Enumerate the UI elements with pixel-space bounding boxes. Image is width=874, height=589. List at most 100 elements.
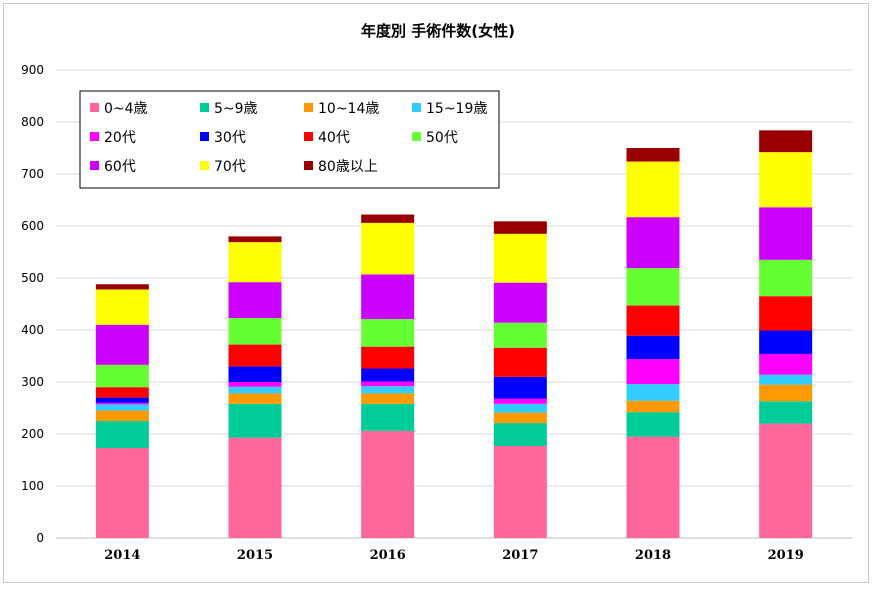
bar-segment (626, 305, 680, 336)
bar-segment (95, 402, 149, 405)
bar-segment (493, 282, 547, 323)
bar-segment (759, 353, 813, 375)
legend-label: 0~4歳 (104, 101, 148, 117)
bar-segment (759, 330, 813, 354)
bar-segment (95, 387, 149, 398)
bar-segment (493, 233, 547, 283)
bar-segment (759, 401, 813, 424)
bar-segment (228, 282, 282, 319)
y-tick-label: 900 (21, 63, 44, 77)
bar-segment (361, 346, 415, 369)
bar-segment (759, 207, 813, 260)
bar-segment (228, 242, 282, 283)
bar-segment (759, 423, 813, 538)
bar-segment (228, 344, 282, 367)
bar-segment (626, 217, 680, 269)
bar-segment (361, 274, 415, 320)
legend-swatch (412, 103, 421, 112)
legend-label: 60代 (104, 159, 136, 175)
legend-label: 70代 (214, 159, 246, 175)
bar-segment (228, 437, 282, 538)
bar-segment (361, 319, 415, 347)
chart-frame: 年度別 手術件数(女性) 0 100 200 300 400 500 600 700 800 90… (3, 3, 869, 583)
bar-segment (95, 421, 149, 449)
legend-swatch (90, 161, 99, 170)
bar-segment (361, 381, 415, 387)
y-tick-label: 600 (21, 219, 44, 233)
legend-label: 50代 (426, 130, 458, 146)
legend-label: 40代 (318, 130, 350, 146)
bar-segment (626, 161, 680, 218)
legend-swatch (200, 161, 209, 170)
bar-segment (626, 359, 680, 385)
bar-segment (228, 366, 282, 382)
y-tick-label: 400 (21, 323, 44, 337)
bar-segment (95, 404, 149, 411)
x-tick-label: 2015 (237, 548, 273, 563)
legend-label: 30代 (214, 130, 246, 146)
stacked-bar-chart: 年度別 手術件数(女性) 0 100 200 300 400 500 600 700 800 90… (21, 22, 852, 563)
bar-segment (626, 400, 680, 413)
y-tick-label: 100 (21, 479, 44, 493)
bar-segment (493, 445, 547, 538)
bar-segment (361, 386, 415, 394)
legend-swatch (200, 132, 209, 141)
x-axis: 2014 2015 2016 2017 2018 2019 (104, 548, 804, 563)
x-tick-label: 2019 (768, 548, 804, 563)
y-tick-label: 200 (21, 427, 44, 441)
legend-label: 5~9歳 (214, 101, 258, 117)
bar-segment (759, 152, 813, 208)
bar-segment (493, 322, 547, 348)
chart-title: 年度別 手術件数(女性) (361, 22, 515, 40)
bar-segment (626, 384, 680, 401)
bar-segment (95, 324, 149, 365)
bar-segment (626, 268, 680, 306)
bar-segment (95, 289, 149, 325)
y-tick-label: 800 (21, 115, 44, 129)
legend-swatch (412, 132, 421, 141)
bar-segment (361, 393, 415, 404)
bar-segment (759, 384, 813, 402)
legend-label: 20代 (104, 130, 136, 146)
legend-swatch (304, 161, 313, 170)
bar-segment (493, 376, 547, 399)
bar-segment (759, 130, 813, 153)
legend-label: 10~14歳 (318, 101, 379, 117)
bar-segment (493, 221, 547, 234)
bar-segment (361, 403, 415, 431)
bar-segment (759, 374, 813, 385)
legend-swatch (200, 103, 209, 112)
y-tick-label: 300 (21, 375, 44, 389)
bar-segment (493, 423, 547, 446)
legend-label: 15~19歳 (426, 101, 487, 117)
bars (95, 130, 813, 538)
bar-segment (228, 236, 282, 243)
bar-segment (228, 393, 282, 404)
bar-segment (626, 148, 680, 162)
bar-segment (759, 259, 813, 297)
bar-segment (626, 335, 680, 360)
y-tick-label: 500 (21, 271, 44, 285)
legend-swatch (304, 103, 313, 112)
bar-segment (95, 410, 149, 421)
legend-swatch (90, 103, 99, 112)
legend-label: 80歳以上 (318, 159, 378, 175)
legend-box (79, 90, 500, 189)
bar-segment (493, 412, 547, 424)
bar-segment (95, 284, 149, 290)
legend-swatch (304, 132, 313, 141)
bar-segment (493, 347, 547, 377)
x-tick-label: 2017 (502, 548, 538, 563)
bar-segment (361, 430, 415, 538)
bar-segment (361, 214, 415, 223)
bar-segment (228, 403, 282, 438)
bar-segment (626, 436, 680, 538)
y-tick-label: 0 (36, 531, 44, 545)
bar-segment (95, 397, 149, 403)
bar-segment (228, 318, 282, 345)
legend-swatch (90, 132, 99, 141)
x-tick-label: 2014 (104, 548, 140, 563)
bar-segment (361, 368, 415, 382)
bar-segment (95, 448, 149, 538)
y-tick-label: 700 (21, 167, 44, 181)
